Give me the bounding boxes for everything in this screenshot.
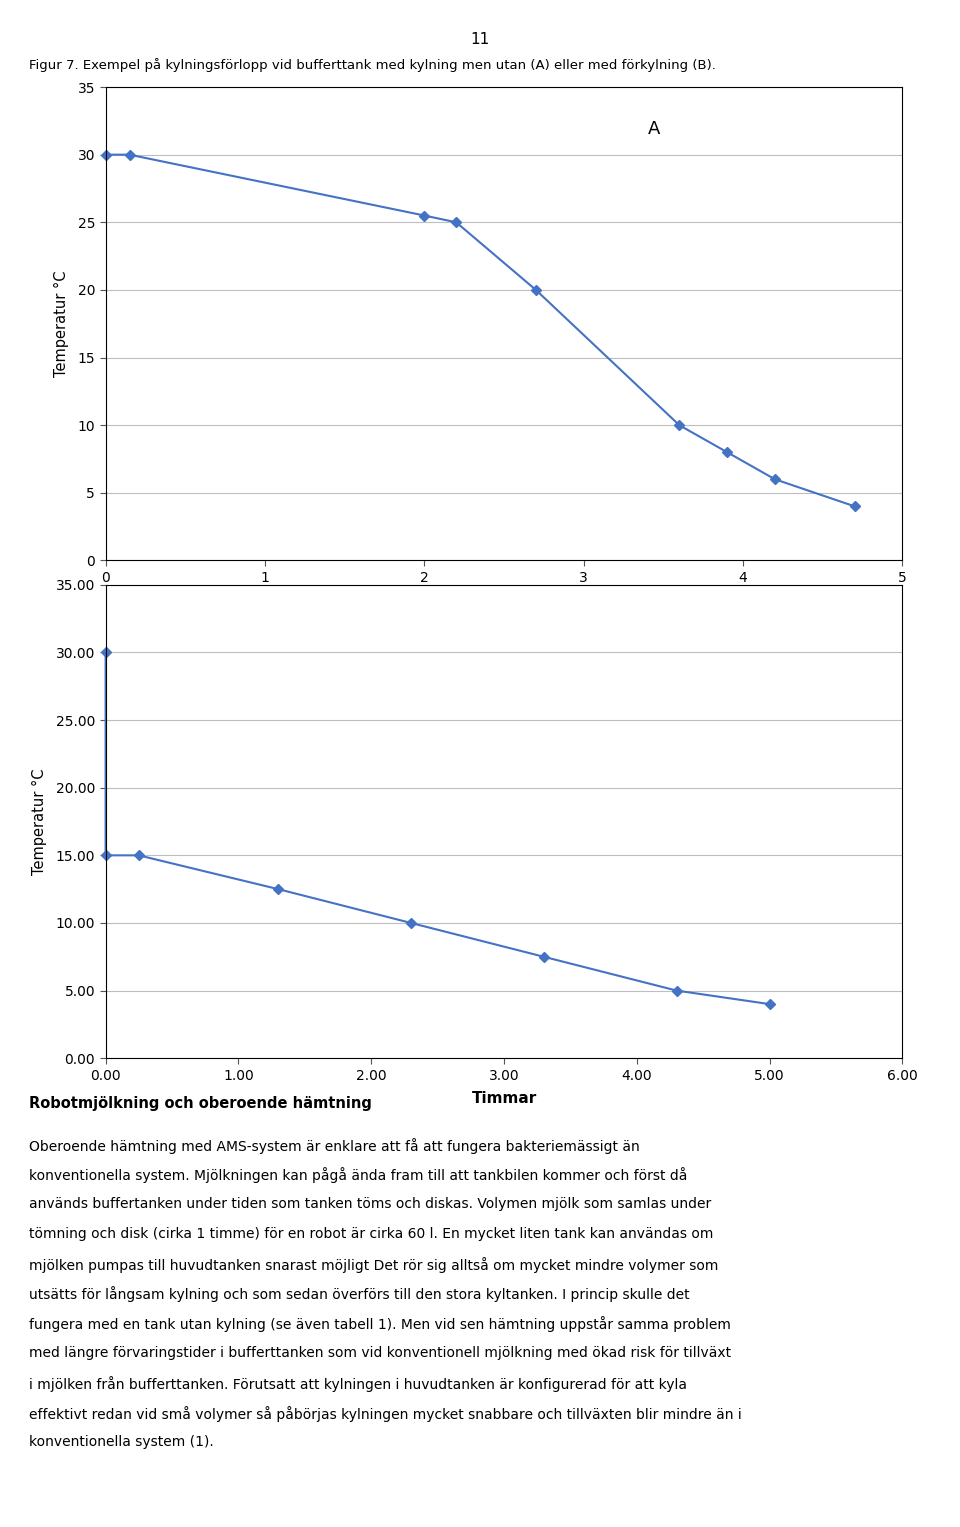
Text: 11: 11 xyxy=(470,32,490,47)
Text: i mjölken från bufferttanken. Förutsatt att kylningen i huvudtanken är konfigure: i mjölken från bufferttanken. Förutsatt … xyxy=(29,1376,686,1391)
Text: konventionella system (1).: konventionella system (1). xyxy=(29,1435,213,1449)
X-axis label: Timmar: Timmar xyxy=(471,592,537,608)
Text: mjölken pumpas till huvudtanken snarast möjligt Det rör sig alltså om mycket min: mjölken pumpas till huvudtanken snarast … xyxy=(29,1257,718,1272)
Text: används buffertanken under tiden som tanken töms och diskas. Volymen mjölk som s: används buffertanken under tiden som tan… xyxy=(29,1197,711,1211)
Text: A: A xyxy=(647,121,660,139)
Text: utsätts för långsam kylning och som sedan överförs till den stora kyltanken. I p: utsätts för långsam kylning och som seda… xyxy=(29,1286,689,1303)
Text: tömning och disk (cirka 1 timme) för en robot är cirka 60 l. En mycket liten tan: tömning och disk (cirka 1 timme) för en … xyxy=(29,1228,713,1241)
Y-axis label: Temperatur °C: Temperatur °C xyxy=(54,270,69,377)
Text: Oberoende hämtning med AMS-system är enklare att få att fungera bakteriemässigt : Oberoende hämtning med AMS-system är enk… xyxy=(29,1138,639,1153)
Text: fungera med en tank utan kylning (se även tabell 1). Men vid sen hämtning uppstå: fungera med en tank utan kylning (se äve… xyxy=(29,1316,731,1332)
Text: konventionella system. Mjölkningen kan pågå ända fram till att tankbilen kommer : konventionella system. Mjölkningen kan p… xyxy=(29,1167,687,1183)
Y-axis label: Temperatur °C: Temperatur °C xyxy=(33,768,47,875)
Text: Figur 7. Exempel på kylningsförlopp vid bufferttank med kylning men utan (A) ell: Figur 7. Exempel på kylningsförlopp vid … xyxy=(29,58,715,72)
Text: effektivt redan vid små volymer så påbörjas kylningen mycket snabbare och tillvä: effektivt redan vid små volymer så påbör… xyxy=(29,1405,741,1422)
Text: Robotmjölkning och oberoende hämtning: Robotmjölkning och oberoende hämtning xyxy=(29,1096,372,1112)
X-axis label: Timmar: Timmar xyxy=(471,1090,537,1106)
Text: med längre förvaringstider i bufferttanken som vid konventionell mjölkning med ö: med längre förvaringstider i bufferttank… xyxy=(29,1347,731,1361)
